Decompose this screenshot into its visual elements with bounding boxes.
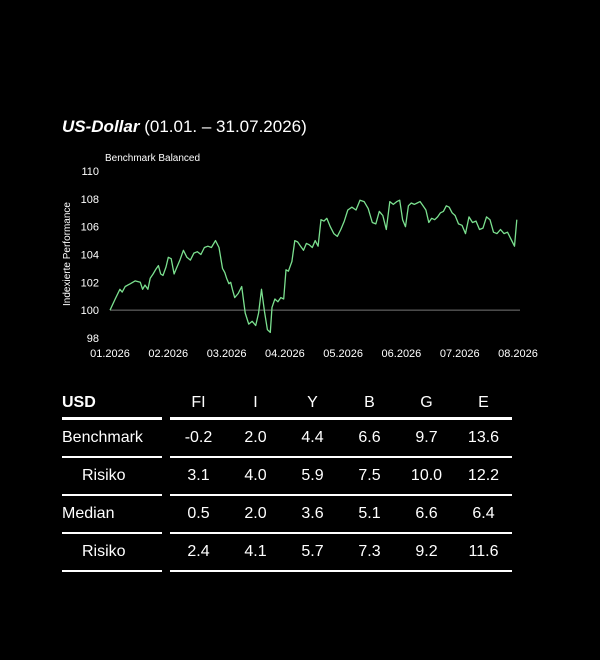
table-cell: 11.6 bbox=[455, 533, 512, 572]
x-tick-label: 02.2026 bbox=[148, 348, 188, 360]
x-tick-label: 07.2026 bbox=[440, 348, 480, 360]
row-label: Benchmark bbox=[62, 418, 162, 458]
x-tick-label: 08.2026 bbox=[498, 348, 538, 360]
table-header-col: G bbox=[398, 388, 455, 420]
table-cell: 5.7 bbox=[284, 533, 341, 572]
table-header-col: I bbox=[227, 388, 284, 420]
y-tick-label: 104 bbox=[81, 250, 99, 262]
table-cell: 10.0 bbox=[398, 457, 455, 496]
table-cell: 7.3 bbox=[341, 533, 398, 572]
y-tick-label: 106 bbox=[81, 222, 99, 234]
chart-subtitle: Benchmark Balanced bbox=[105, 153, 200, 164]
chart-title: US-Dollar (01.01. – 31.07.2026) bbox=[62, 117, 307, 137]
table-row: Median 0.5 2.0 3.6 5.1 6.6 6.4 bbox=[62, 495, 512, 534]
table-header-gap bbox=[162, 388, 170, 419]
y-tick-label: 110 bbox=[81, 166, 99, 178]
y-tick-label: 108 bbox=[81, 194, 99, 206]
table-header-col: FI bbox=[170, 388, 227, 420]
y-tick-label: 100 bbox=[81, 305, 99, 317]
table-cell: 2.0 bbox=[227, 418, 284, 458]
table-cell: 5.1 bbox=[341, 495, 398, 534]
title-period: (01.01. – 31.07.2026) bbox=[144, 117, 307, 136]
performance-line-chart: Benchmark Balanced Indexierte Performance… bbox=[62, 153, 538, 360]
table-cell: 2.4 bbox=[170, 533, 227, 572]
table-header-currency: USD bbox=[62, 388, 162, 420]
y-tick-label: 98 bbox=[87, 333, 99, 345]
table-cell: 6.6 bbox=[341, 418, 398, 458]
table-cell: 3.1 bbox=[170, 457, 227, 496]
table-cell: 6.6 bbox=[398, 495, 455, 534]
table-cell: 13.6 bbox=[455, 418, 512, 458]
table-cell: 3.6 bbox=[284, 495, 341, 534]
table-cell: 5.9 bbox=[284, 457, 341, 496]
title-currency: US-Dollar bbox=[62, 117, 140, 136]
table-cell: 12.2 bbox=[455, 457, 512, 496]
table-row: Risiko 2.4 4.1 5.7 7.3 9.2 11.6 bbox=[62, 533, 512, 572]
table-cell: -0.2 bbox=[170, 418, 227, 458]
row-gap bbox=[162, 533, 170, 571]
table-cell: 6.4 bbox=[455, 495, 512, 534]
row-gap bbox=[162, 495, 170, 533]
table-cell: 9.7 bbox=[398, 418, 455, 458]
performance-table: USD FI I Y B G E Benchmark -0.2 2.0 4.4 6.6 9… bbox=[62, 388, 512, 572]
table-cell: 7.5 bbox=[341, 457, 398, 496]
table-row: Risiko 3.1 4.0 5.9 7.5 10.0 12.2 bbox=[62, 457, 512, 496]
x-tick-label: 06.2026 bbox=[382, 348, 422, 360]
x-tick-label: 05.2026 bbox=[323, 348, 363, 360]
table-cell: 2.0 bbox=[227, 495, 284, 534]
x-tick-label: 03.2026 bbox=[207, 348, 247, 360]
row-label: Median bbox=[62, 495, 162, 534]
table-cell: 0.5 bbox=[170, 495, 227, 534]
row-label: Risiko bbox=[62, 457, 162, 496]
table-cell: 9.2 bbox=[398, 533, 455, 572]
table-header-col: Y bbox=[284, 388, 341, 420]
row-label: Risiko bbox=[62, 533, 162, 572]
table-header-col: B bbox=[341, 388, 398, 420]
row-gap bbox=[162, 419, 170, 458]
table-cell: 4.1 bbox=[227, 533, 284, 572]
x-tick-label: 01.2026 bbox=[90, 348, 130, 360]
x-tick-label: 04.2026 bbox=[265, 348, 305, 360]
table-cell: 4.0 bbox=[227, 457, 284, 496]
y-tick-label: 102 bbox=[81, 277, 99, 289]
table-row: Benchmark -0.2 2.0 4.4 6.6 9.7 13.6 bbox=[62, 418, 512, 458]
table-cell: 4.4 bbox=[284, 418, 341, 458]
table-header-col: E bbox=[455, 388, 512, 420]
table-header-row: USD FI I Y B G E bbox=[62, 388, 512, 420]
row-gap bbox=[162, 457, 170, 495]
benchmark-performance-line bbox=[109, 199, 518, 334]
y-axis-label: Indexierte Performance bbox=[62, 202, 73, 306]
